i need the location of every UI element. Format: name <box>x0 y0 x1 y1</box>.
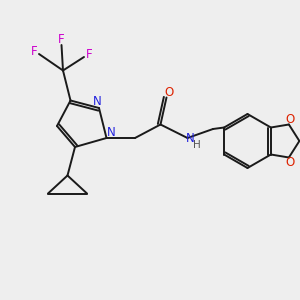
Text: O: O <box>285 156 294 169</box>
Text: F: F <box>58 33 65 46</box>
Text: N: N <box>186 132 195 146</box>
Text: O: O <box>165 86 174 100</box>
Text: N: N <box>93 95 102 108</box>
Text: O: O <box>285 113 294 126</box>
Text: N: N <box>106 126 116 139</box>
Text: H: H <box>193 140 200 150</box>
Text: F: F <box>85 48 92 61</box>
Text: F: F <box>31 45 38 58</box>
